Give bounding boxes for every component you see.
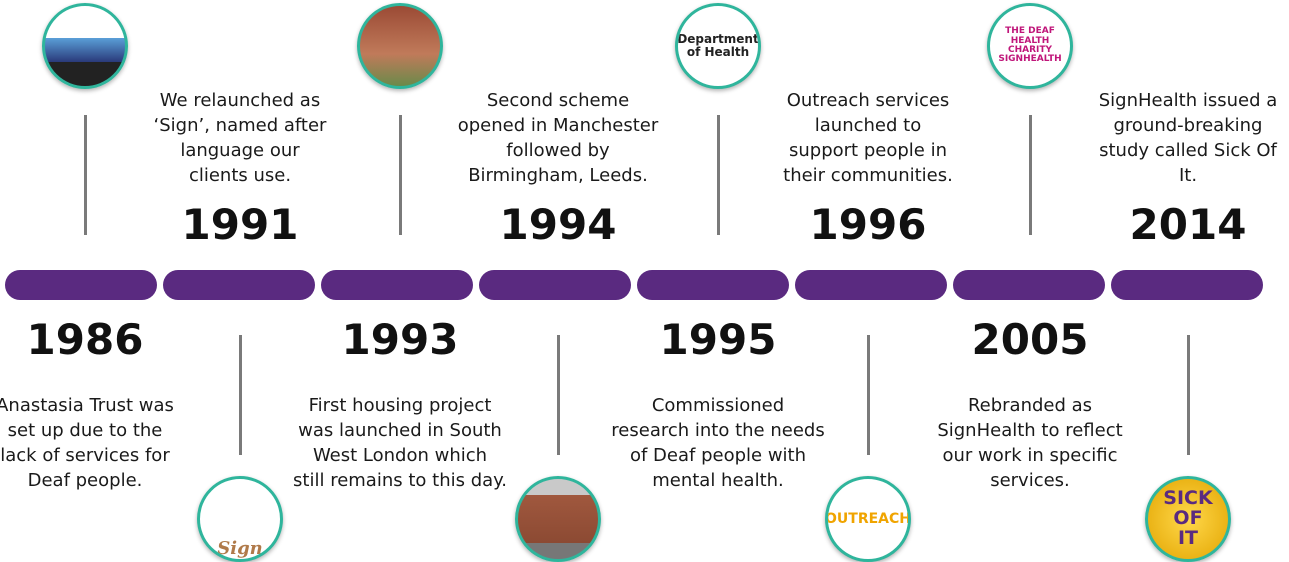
event-text: services. — [900, 468, 1160, 493]
event-text: West London which — [270, 443, 530, 468]
event-year: 1995 — [618, 315, 818, 365]
event-text: language our — [110, 138, 370, 163]
event-year: 1996 — [768, 200, 968, 250]
event-text: our work in specific — [900, 443, 1160, 468]
connector-line — [1187, 335, 1190, 455]
event-text: It. — [1058, 163, 1289, 188]
event-text: research into the needs — [588, 418, 848, 443]
timeline-segment — [5, 270, 157, 300]
icon-label: of Health — [687, 46, 749, 59]
event-year: 2014 — [1088, 200, 1288, 250]
event-text: Outreach services — [738, 88, 998, 113]
event-text: their communities. — [738, 163, 998, 188]
event-text: set up due to the — [0, 418, 215, 443]
timeline-segment — [795, 270, 947, 300]
event-text: Rebranded as — [900, 393, 1160, 418]
event-year: 1994 — [458, 200, 658, 250]
event-icon — [42, 3, 128, 89]
icon-label: Sign — [217, 540, 263, 559]
event-text: First housing project — [270, 393, 530, 418]
event-text: Anastasia Trust was — [0, 393, 215, 418]
event-icon: OUTREACH — [825, 476, 911, 562]
event-year: 1993 — [300, 315, 500, 365]
timeline: 1986 Anastasia Trust wasset up due to the… — [0, 0, 1289, 562]
timeline-segment — [1111, 270, 1263, 300]
event-text: Deaf people. — [0, 468, 215, 493]
connector-line — [239, 335, 242, 455]
event-icon — [357, 3, 443, 89]
icon-label: OF — [1173, 509, 1202, 529]
event-text: Birmingham, Leeds. — [428, 163, 688, 188]
connector-line — [399, 115, 402, 235]
timeline-segment — [321, 270, 473, 300]
event-text: was launched in South — [270, 418, 530, 443]
event-text: Second scheme — [428, 88, 688, 113]
event-text: study called Sick Of — [1058, 138, 1289, 163]
event-text: Commissioned — [588, 393, 848, 418]
icon-label: SICK — [1163, 489, 1212, 509]
event-text: of Deaf people with — [588, 443, 848, 468]
icon-label: THE DEAF HEALTH — [990, 27, 1070, 46]
event-text: launched to — [738, 113, 998, 138]
event-text: ‘Sign’, named after — [110, 113, 370, 138]
icon-label: IT — [1178, 529, 1198, 549]
event-text: SignHealth issued a — [1058, 88, 1289, 113]
event-text: SignHealth to reflect — [900, 418, 1160, 443]
icon-label: OUTREACH — [825, 512, 911, 527]
event-text: We relaunched as — [110, 88, 370, 113]
timeline-segment — [479, 270, 631, 300]
event-text: followed by — [428, 138, 688, 163]
connector-line — [717, 115, 720, 235]
connector-line — [84, 115, 87, 235]
event-text: mental health. — [588, 468, 848, 493]
event-text: clients use. — [110, 163, 370, 188]
event-text: ground-breaking — [1058, 113, 1289, 138]
event-text: support people in — [738, 138, 998, 163]
event-text: still remains to this day. — [270, 468, 530, 493]
event-year: 1986 — [0, 315, 185, 365]
connector-line — [1029, 115, 1032, 235]
connector-line — [557, 335, 560, 455]
event-text: lack of services for — [0, 443, 215, 468]
timeline-segment — [637, 270, 789, 300]
timeline-segment — [953, 270, 1105, 300]
event-year: 1991 — [140, 200, 340, 250]
event-text: opened in Manchester — [428, 113, 688, 138]
timeline-segment — [163, 270, 315, 300]
event-year: 2005 — [930, 315, 1130, 365]
icon-label: SIGNHEALTH — [998, 55, 1061, 64]
connector-line — [867, 335, 870, 455]
